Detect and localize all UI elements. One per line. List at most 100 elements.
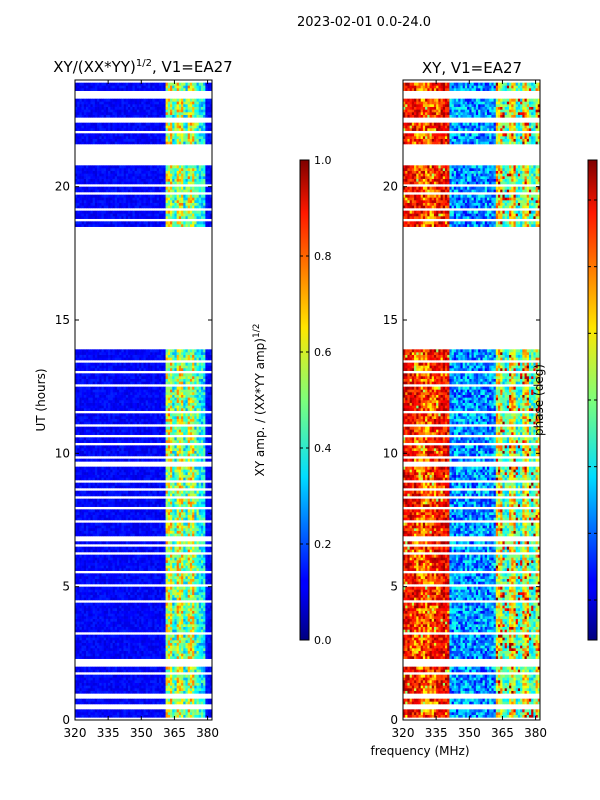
heatmap-cell <box>81 477 85 481</box>
heatmap-cell <box>189 450 193 454</box>
heatmap-cell <box>178 517 182 521</box>
heatmap-cell <box>203 629 206 633</box>
heatmap-cell <box>112 666 116 670</box>
heatmap-cell <box>165 586 169 590</box>
heatmap-cell <box>119 637 122 641</box>
heatmap-cell <box>116 621 120 625</box>
heatmap-cell <box>108 690 111 694</box>
heatmap-cell <box>134 504 138 507</box>
heatmap-cell <box>108 469 111 473</box>
heatmap-cell <box>112 474 116 478</box>
heatmap-cell <box>185 498 188 502</box>
heatmap-cell <box>108 634 111 638</box>
heatmap-cell <box>152 645 155 649</box>
heatmap-cell <box>121 445 124 449</box>
heatmap-cell <box>194 690 197 694</box>
heatmap-cell <box>150 634 153 638</box>
heatmap-cell <box>205 685 208 689</box>
heatmap-cell <box>196 557 200 561</box>
heatmap-cell <box>178 525 182 529</box>
heatmap-cell <box>103 618 107 622</box>
heatmap-cell <box>152 709 155 713</box>
heatmap-cell <box>200 581 204 585</box>
heatmap-cell <box>209 624 212 627</box>
heatmap-cell <box>152 634 155 638</box>
heatmap-cell <box>139 549 142 553</box>
heatmap-cell <box>167 621 171 625</box>
heatmap-cell <box>163 608 166 611</box>
heatmap-cell <box>90 642 93 646</box>
heatmap-cell <box>170 698 173 702</box>
heatmap-cell <box>75 445 78 449</box>
heatmap-cell <box>143 432 147 435</box>
heatmap-cell <box>81 634 85 638</box>
heatmap-cell <box>163 490 166 494</box>
heatmap-cell <box>90 653 93 657</box>
heatmap-cell <box>101 624 105 627</box>
heatmap-cell <box>203 546 206 550</box>
heatmap-cell <box>116 453 120 457</box>
heatmap-cell <box>143 589 147 593</box>
heatmap-cell <box>101 432 105 435</box>
heatmap-cell <box>123 546 127 550</box>
heatmap-cell <box>165 613 169 617</box>
heatmap-cell <box>121 458 124 462</box>
heatmap-cell <box>198 666 202 670</box>
heatmap-cell <box>183 490 186 494</box>
heatmap-cell <box>196 618 200 622</box>
heatmap-cell <box>207 448 211 451</box>
heatmap-cell <box>189 490 193 494</box>
heatmap-cell <box>108 448 111 451</box>
heatmap-cell <box>139 541 142 545</box>
heatmap-cell <box>116 685 120 689</box>
heatmap-cell <box>185 533 188 537</box>
heatmap-cell <box>119 573 122 577</box>
heatmap-cell <box>139 645 142 649</box>
heatmap-cell <box>154 637 158 641</box>
heatmap-cell <box>174 613 177 617</box>
heatmap-cell <box>203 437 206 441</box>
heatmap-cell <box>189 608 193 611</box>
heatmap-cell <box>161 666 164 670</box>
heatmap-cell <box>81 498 85 502</box>
heatmap-cell <box>161 445 164 449</box>
heatmap-cell <box>94 621 98 625</box>
heatmap-cell <box>192 605 195 609</box>
heatmap-cell <box>132 490 135 494</box>
heatmap-cell <box>110 578 113 582</box>
heatmap-cell <box>200 634 204 638</box>
heatmap-cell <box>110 685 113 689</box>
heatmap-cell <box>139 642 142 646</box>
heatmap-cell <box>172 618 175 622</box>
heatmap-cell <box>170 437 173 441</box>
heatmap-cell <box>99 466 102 470</box>
heatmap-cell <box>176 472 180 475</box>
heatmap-cell <box>143 453 147 457</box>
heatmap-cell <box>79 554 82 558</box>
heatmap-cell <box>165 618 169 622</box>
heatmap-cell <box>79 504 82 507</box>
heatmap-cell <box>209 546 212 550</box>
heatmap-cell <box>178 448 182 451</box>
heatmap-cell <box>176 557 180 561</box>
heatmap-cell <box>108 608 111 611</box>
heatmap-cell <box>90 453 93 457</box>
heatmap-cell <box>94 714 98 718</box>
heatmap-cell <box>97 474 100 478</box>
heatmap-cell <box>178 685 182 689</box>
heatmap-cell <box>110 712 113 715</box>
heatmap-cell <box>205 648 208 651</box>
heatmap-cell <box>92 701 96 705</box>
heatmap-cell <box>172 578 175 582</box>
heatmap-cell <box>192 645 195 649</box>
heatmap-cell <box>125 597 129 601</box>
heatmap-cell <box>163 666 166 670</box>
heatmap-cell <box>75 485 78 489</box>
heatmap-cell <box>174 469 177 473</box>
heatmap-cell <box>167 581 171 585</box>
heatmap-cell <box>101 608 105 611</box>
heatmap-cell <box>183 501 186 505</box>
heatmap-cell <box>185 573 188 577</box>
heatmap-cell <box>207 576 211 579</box>
heatmap-cell <box>119 549 122 553</box>
